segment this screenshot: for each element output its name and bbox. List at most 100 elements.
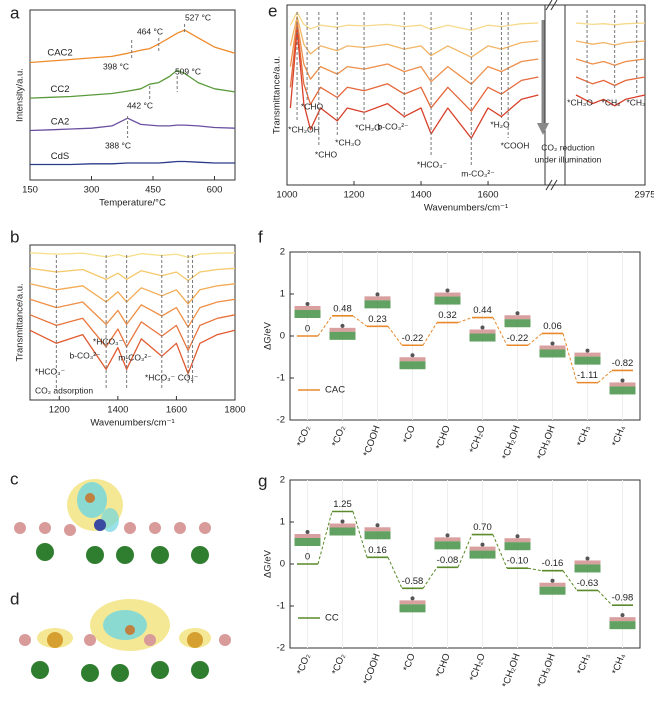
x-tick-label: *CO₂ xyxy=(295,424,313,448)
x-tick-label: 1000 xyxy=(276,190,297,201)
connector xyxy=(352,315,368,327)
spectrum-line xyxy=(29,329,236,375)
adsorbate xyxy=(340,519,345,524)
annotation: 464 °C xyxy=(137,26,163,36)
adsorbate-model xyxy=(329,323,356,340)
slab xyxy=(469,546,496,551)
adsorbate-model xyxy=(434,533,461,550)
spectrum-line xyxy=(29,252,236,259)
legend-label: CAC xyxy=(325,385,345,396)
panel-letter: g xyxy=(258,471,267,490)
y-tick-label: 1 xyxy=(280,289,285,300)
spectrum-line xyxy=(29,283,236,305)
x-tick-label: *CO xyxy=(401,424,417,445)
slab xyxy=(294,538,321,546)
adsorbate xyxy=(480,325,485,330)
connector xyxy=(387,326,403,346)
slab xyxy=(434,537,461,542)
y-axis-label: Intensity/a.u. xyxy=(15,68,26,122)
x-tick-label: *CH₃OH xyxy=(535,652,558,689)
slab xyxy=(294,310,321,318)
adsorbate-model xyxy=(364,292,391,309)
slab xyxy=(539,586,566,595)
break-mark xyxy=(550,0,558,11)
slab xyxy=(364,296,391,301)
adsorbate-model xyxy=(574,348,601,365)
value-label: 0.70 xyxy=(473,522,492,533)
slab xyxy=(574,560,601,565)
adsorbate-model xyxy=(294,302,321,318)
x-tick-label: *CO₂ xyxy=(330,424,348,448)
value-label: 0 xyxy=(305,552,310,563)
annotation: b-CO₃²⁻ xyxy=(377,121,409,131)
value-label: -0.08 xyxy=(437,555,459,566)
slab xyxy=(609,386,636,395)
adsorbate-model xyxy=(329,519,356,536)
spectrum-line xyxy=(289,25,646,112)
adsorbate xyxy=(305,302,310,306)
y-tick-label: 0 xyxy=(280,331,285,342)
adsorbate xyxy=(550,578,555,583)
slab xyxy=(434,541,461,550)
value-label: 0.23 xyxy=(368,314,387,325)
x-tick-label: 600 xyxy=(207,185,223,196)
adsorbate-model xyxy=(609,378,636,395)
x-axis-label: Wavenumbers/cm⁻¹ xyxy=(90,418,174,429)
panel-letter: b xyxy=(10,227,19,246)
slab xyxy=(434,296,461,305)
break-mark xyxy=(545,0,553,11)
series-label: CAC2 xyxy=(47,48,72,59)
adsorbate xyxy=(340,323,345,328)
value-label: -0.63 xyxy=(577,578,599,589)
y-tick-label: 2 xyxy=(280,247,285,258)
x-tick-label: 1600 xyxy=(166,405,187,416)
y-tick-label: 0 xyxy=(280,559,285,570)
x-tick-label: *CH₂OH xyxy=(500,652,522,689)
x-tick-label: *CH₄ xyxy=(610,424,628,448)
slab xyxy=(609,617,636,622)
y-tick-label: -2 xyxy=(277,643,285,654)
y-tick-label: -2 xyxy=(277,415,285,426)
slab xyxy=(609,621,636,630)
value-label: -0.16 xyxy=(542,558,564,569)
slab xyxy=(504,538,531,543)
annotation: m-CO₃²⁻ xyxy=(461,168,495,178)
y-tick-label: -1 xyxy=(277,373,285,384)
value-label: 1.25 xyxy=(333,499,352,510)
x-tick-label: *CO₂ xyxy=(330,652,348,676)
x-tick-label: 1400 xyxy=(107,405,128,416)
slab xyxy=(399,604,426,613)
x-tick-label: 450 xyxy=(145,185,161,196)
panel-letter: e xyxy=(268,1,277,20)
adsorbate-model xyxy=(469,325,496,342)
adsorbate xyxy=(620,378,625,383)
x-tick-label: 1200 xyxy=(343,190,364,201)
adsorbate xyxy=(515,534,520,539)
axis-break xyxy=(545,4,565,186)
x-tick-label: *COOH xyxy=(361,652,382,686)
slab xyxy=(364,527,391,532)
value-label: -0.22 xyxy=(402,333,424,344)
x-tick-label: *CH₄ xyxy=(610,652,628,676)
connector xyxy=(422,567,438,589)
value-label: -0.82 xyxy=(612,358,634,369)
slab xyxy=(469,329,496,334)
annotation: *HCO₃⁻ xyxy=(35,366,66,376)
slab xyxy=(504,542,531,551)
plot-frame xyxy=(29,9,236,181)
spectrum-line xyxy=(29,69,236,99)
connector xyxy=(527,333,543,346)
adsorbate-model xyxy=(399,596,426,613)
spectrum-line xyxy=(29,298,236,328)
annotation: 388 °C xyxy=(105,140,131,150)
connector xyxy=(422,322,438,346)
spectrum-line xyxy=(289,29,646,139)
value-label: 0.44 xyxy=(473,305,492,316)
x-tick-label: *CH₂OH xyxy=(500,424,522,461)
x-tick-label: 300 xyxy=(84,185,100,196)
slab xyxy=(329,327,356,332)
adsorbate-model xyxy=(399,353,426,370)
note: under illumination xyxy=(535,154,602,164)
annotation: *HCO₃⁻ xyxy=(93,336,124,346)
